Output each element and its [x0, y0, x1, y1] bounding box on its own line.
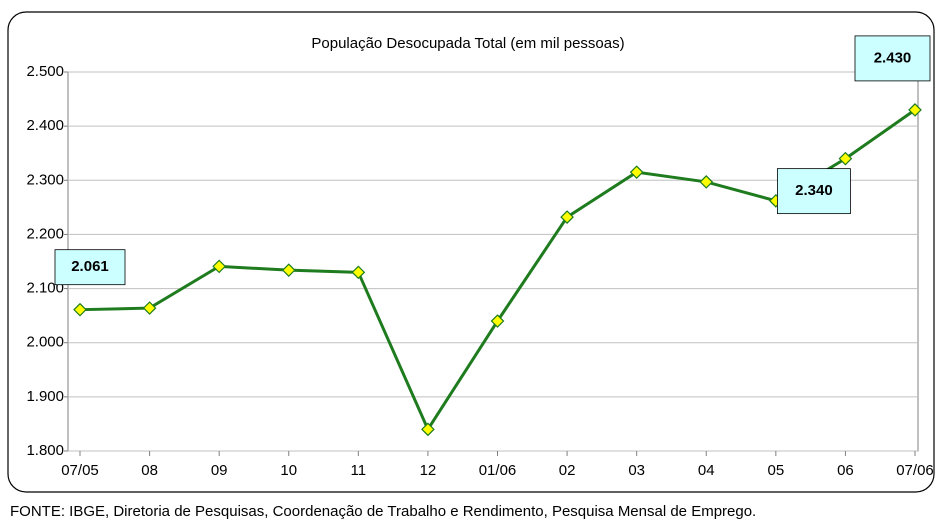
- data-point: [629, 165, 644, 180]
- data-point: [838, 151, 853, 166]
- data-point: [490, 314, 505, 328]
- x-tick-label: 09: [211, 462, 228, 479]
- y-tick-label: 1.800: [26, 442, 64, 459]
- chart-title: População Desocupada Total (em mil pesso…: [311, 35, 624, 52]
- data-point: [560, 210, 574, 224]
- value-label-box: [777, 168, 851, 215]
- y-tick-label: 2.400: [26, 117, 64, 134]
- data-point: [908, 103, 922, 117]
- data-point: [699, 175, 714, 189]
- source-note: FONTE: IBGE, Diretoria de Pesquisas, Coo…: [10, 503, 756, 520]
- y-tick-label: 2.300: [26, 171, 64, 188]
- y-tick-label: 2.200: [26, 225, 64, 242]
- data-point: [281, 263, 296, 278]
- x-tick-label: 01/06: [479, 462, 517, 479]
- x-tick-label: 08: [141, 462, 158, 479]
- plot-area: [67, 71, 919, 452]
- data-point: [421, 422, 435, 437]
- y-tick-label: 2.500: [26, 63, 64, 80]
- data-point: [212, 259, 227, 274]
- x-tick-label: 04: [698, 462, 715, 479]
- x-tick-label: 07/05: [61, 462, 99, 479]
- x-tick-label: 06: [837, 462, 854, 479]
- value-label: 2.061: [71, 258, 109, 275]
- x-tick-label: 02: [559, 462, 576, 479]
- data-point: [142, 301, 157, 315]
- data-point: [351, 265, 366, 280]
- x-tick-label: 11: [351, 462, 367, 479]
- data-point: [73, 302, 87, 317]
- x-tick-label: 12: [420, 462, 437, 479]
- value-label-box: [54, 249, 126, 286]
- x-tick-label: 03: [628, 462, 645, 479]
- x-tick-label: 07/06: [896, 462, 934, 479]
- y-tick-label: 2.000: [26, 334, 64, 351]
- x-tick-label: 05: [767, 462, 784, 479]
- y-tick-label: 1.900: [26, 388, 64, 405]
- x-tick-label: 10: [280, 462, 297, 479]
- value-label: 2.340: [795, 182, 833, 199]
- value-label: 2.430: [874, 49, 912, 66]
- value-label-box: [854, 35, 931, 82]
